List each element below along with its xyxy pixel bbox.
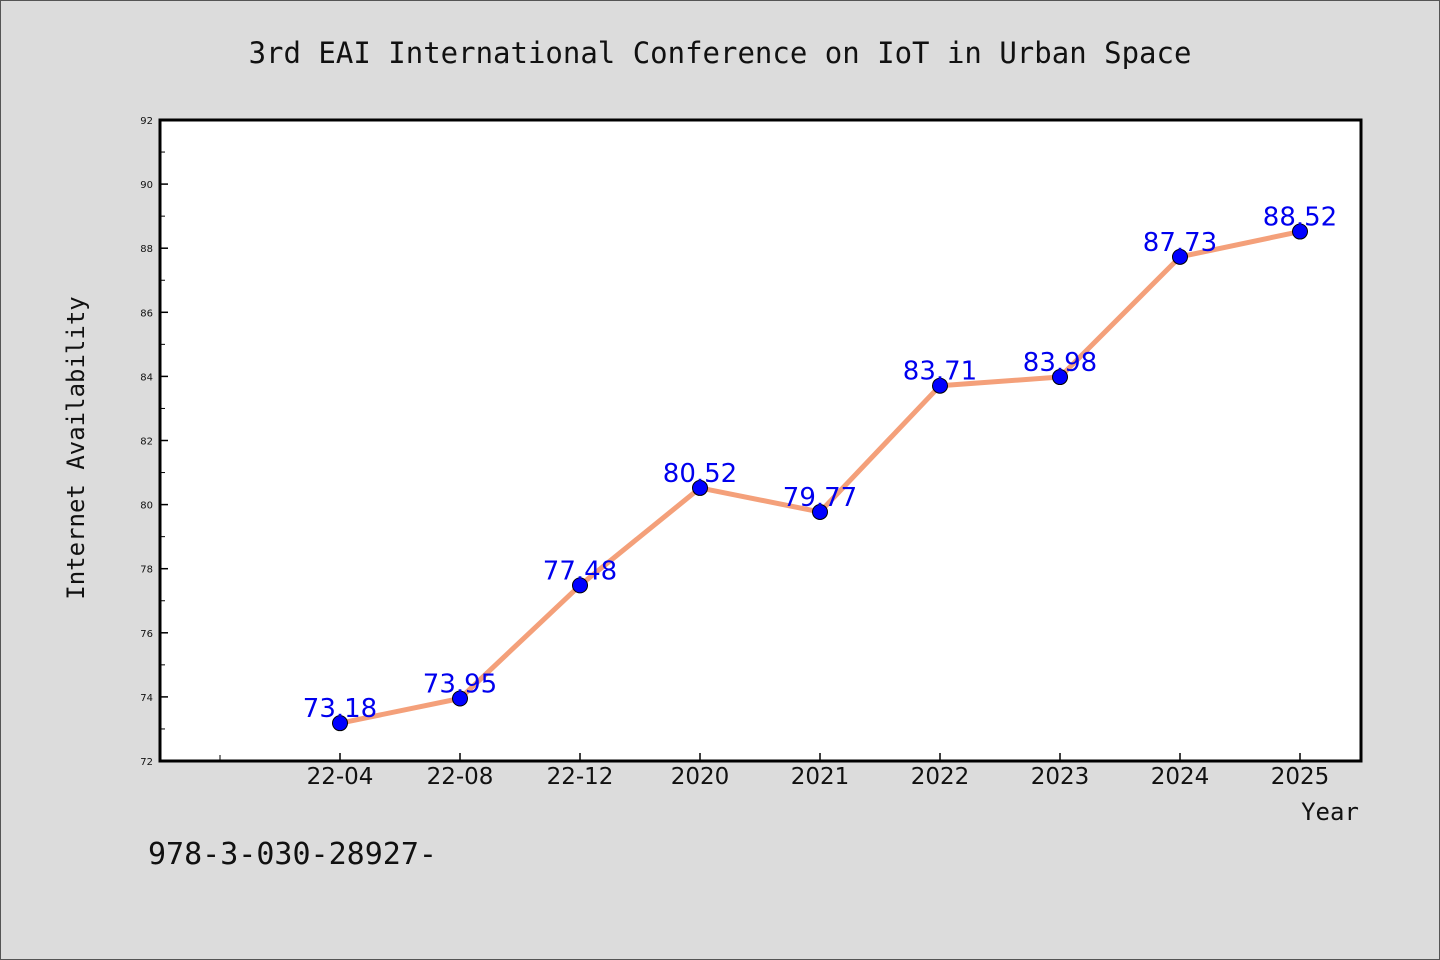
y-tick-label: 88 (140, 244, 153, 255)
data-label: 79.77 (783, 483, 857, 513)
data-label: 73.95 (423, 670, 497, 700)
data-label: 77.48 (543, 556, 617, 586)
data-point (452, 690, 468, 707)
data-point (1292, 223, 1308, 240)
data-point (812, 503, 828, 520)
x-tick-label: 2024 (1151, 764, 1210, 790)
data-point (932, 377, 948, 394)
y-axis: 72 74 76 78 80 82 84 86 88 90 92 (140, 116, 168, 768)
x-tick-label: 22-04 (307, 764, 374, 790)
x-axis: 22-04 22-08 22-12 2020 2021 2022 2023 2024 2025 (219, 753, 1330, 790)
plot-border (158, 118, 1363, 763)
y-tick-label: 82 (140, 437, 153, 448)
y-tick-label: 84 (140, 372, 153, 383)
data-point (1172, 248, 1188, 265)
plot-area (160, 120, 1361, 761)
y-tick-label: 76 (140, 629, 153, 640)
y-tick-label: 78 (140, 565, 153, 576)
data-label: 80.52 (663, 459, 737, 489)
x-tick-label: 2021 (791, 764, 850, 790)
data-label: 73.18 (303, 694, 377, 724)
data-point (572, 577, 588, 594)
footer-isbn: 978-3-030-28927- (148, 837, 437, 872)
chart-title: 3rd EAI International Conference on IoT … (249, 36, 1192, 70)
y-tick-label: 92 (140, 116, 153, 127)
y-tick-label: 74 (140, 693, 153, 704)
x-tick-label: 22-08 (427, 764, 494, 790)
data-point (692, 479, 708, 496)
x-tick-label: 22-12 (547, 764, 614, 790)
x-tick-label: 2025 (1271, 764, 1330, 790)
data-label: 83.98 (1023, 348, 1097, 378)
data-label: 88.52 (1263, 203, 1337, 233)
y-tick-label: 72 (140, 757, 153, 768)
y-tick-label: 90 (140, 180, 153, 191)
x-tick-label: 2023 (1031, 764, 1090, 790)
data-label: 83.71 (903, 357, 977, 387)
y-tick-label: 86 (140, 308, 153, 319)
data-labels: 73.18 73.95 77.48 80.52 79.77 83.71 83.98 87.73… (303, 203, 1337, 725)
data-point (332, 715, 348, 732)
y-tick-label: 80 (140, 501, 153, 512)
data-label: 87.73 (1143, 228, 1217, 258)
x-tick-label: 2020 (671, 764, 730, 790)
series-line-group (332, 223, 1308, 732)
y-axis-label: Internet Availability (62, 296, 90, 599)
data-point (1052, 369, 1068, 386)
x-axis-label: Year (1301, 798, 1359, 826)
x-tick-label: 2022 (911, 764, 970, 790)
